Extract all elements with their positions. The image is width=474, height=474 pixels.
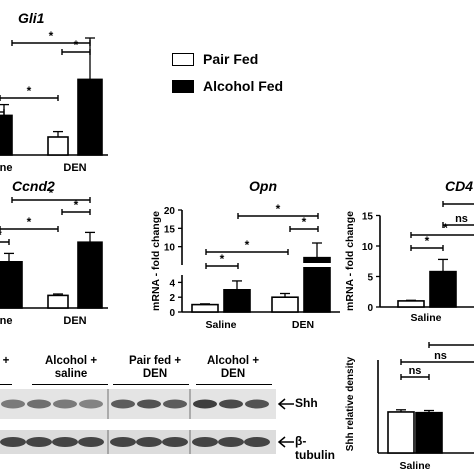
ccnd2-sig-bracket-label: *	[0, 228, 2, 242]
legend-label-pair-fed: Pair Fed	[203, 51, 259, 67]
tubulin-band	[52, 437, 78, 447]
cd-sig-bracket-label: ns	[455, 213, 468, 225]
wb-lane-label-3: Pair fed + DEN	[128, 355, 182, 380]
opn-sig-bracket-label: *	[245, 238, 250, 252]
shh-sig-bracket-label: ns	[409, 365, 422, 377]
legend-swatch-pair-fed	[172, 53, 194, 66]
shh-band	[163, 399, 187, 409]
opn-title: Opn	[249, 178, 277, 194]
opn-tick-label-saline: Saline	[206, 319, 237, 331]
tubulin-band	[162, 437, 188, 447]
tubulin-band-label: β-tubulin	[295, 434, 335, 462]
ccnd2-chart: line DEN * * * *	[0, 190, 108, 327]
wb-lane-underline	[0, 384, 12, 385]
shh-arrow-icon	[277, 398, 294, 410]
shh-bar-alcohol	[415, 411, 443, 454]
cd-y-tick-label: 10	[362, 242, 374, 253]
opn-y-tick-label: 2	[169, 293, 175, 304]
wb-lane-label-2: Alcohol + saline	[44, 355, 98, 380]
legend-swatch-alcohol-fed	[172, 80, 194, 93]
ccnd2-sig-bracket-label: *	[49, 190, 54, 200]
gli1-sig-bracket-label: *	[27, 84, 32, 98]
shh-band	[53, 399, 77, 409]
tubulin-band	[192, 437, 218, 447]
tubulin-band	[136, 437, 162, 447]
ccnd2-sig-bracket-label: *	[74, 198, 79, 212]
tubulin-band	[78, 437, 104, 447]
tubulin-band	[110, 437, 136, 447]
shh-band	[245, 399, 269, 409]
tubulin-band	[244, 437, 270, 447]
cd-y-tick-label: 5	[367, 273, 373, 284]
opn-sig-bracket-label: *	[302, 215, 307, 229]
shh-band	[79, 399, 103, 409]
shh-band	[219, 399, 243, 409]
gli1-sig-bracket-label: *	[74, 38, 79, 52]
cd-y-tick-label: 15	[362, 212, 374, 223]
gli1-bar-saline-alcohol	[0, 114, 13, 156]
shh-bar-pairfed	[387, 411, 415, 454]
tubulin-band	[218, 437, 244, 447]
tubulin-band	[26, 437, 52, 447]
opn-y-tick-label: 10	[164, 243, 176, 254]
shh-band	[111, 399, 135, 409]
ccnd2-bar-den-alcohol	[77, 241, 103, 309]
gli1-tick-label-saline: line	[0, 162, 12, 174]
ccnd2-bar-saline-alcohol	[0, 261, 23, 309]
wb-lane-label-1: +	[2, 355, 10, 367]
shh-band	[193, 399, 217, 409]
opn-bar-alcohol	[223, 289, 251, 313]
wb-lane-underline	[32, 384, 108, 385]
shh-band-strip	[0, 389, 276, 419]
opn-y-tick-label: 4	[169, 278, 175, 289]
shh-y-axis-label: Shh relative density	[345, 356, 356, 451]
opn-axis-break	[303, 263, 331, 267]
gli1-bar-den-alcohol	[77, 78, 103, 156]
shh-band	[1, 399, 25, 409]
tubulin-band	[0, 437, 26, 447]
shh-band	[137, 399, 161, 409]
tubulin-arrow-icon	[277, 436, 294, 448]
opn-sig-bracket-label: *	[276, 202, 281, 216]
shh-tick-label-saline: Saline	[400, 460, 431, 472]
cd-bar-pairfed	[397, 300, 425, 308]
cd-chart: 0 5 10 15 mRNA - fold change Saline * * ns	[344, 201, 474, 324]
shh-band-label: Shh	[295, 396, 318, 410]
opn-y-axis-label: mRNA - fold change	[150, 211, 162, 311]
opn-y-tick-label: 20	[164, 206, 176, 217]
shh-band	[27, 399, 51, 409]
western-blot: + Alcohol + saline Pair fed + DEN Alcoho…	[0, 350, 335, 470]
cd-y-tick-label: 0	[367, 303, 373, 314]
opn-sig-bracket-label: *	[220, 252, 225, 266]
opn-y-tick-label: 15	[164, 224, 176, 235]
opn-bar-pairfed	[191, 303, 219, 313]
shh-sig-bracket-label: ns	[434, 350, 447, 362]
ccnd2-tick-label-den: DEN	[63, 315, 86, 327]
cd-sig-bracket-label: *	[443, 221, 448, 235]
legend-label-alcohol-fed: Alcohol Fed	[203, 78, 284, 94]
cd-title: CD4	[445, 178, 474, 194]
ccnd2-title: Ccnd2	[12, 178, 55, 194]
wb-lane-underline	[196, 384, 272, 385]
cd-bar-alcohol	[429, 270, 457, 308]
wb-lane-label-4: Alcohol + DEN	[206, 355, 260, 380]
gli1-tick-label-den: DEN	[63, 162, 86, 174]
cd-tick-label-saline: Saline	[411, 312, 442, 324]
cd-y-axis-label: mRNA - fold change	[344, 211, 356, 311]
gli1-title: Gli1	[18, 10, 45, 26]
gli1-sig-bracket-label: *	[49, 30, 54, 43]
tubulin-band-strip	[0, 430, 276, 454]
wb-lane-underline	[113, 384, 189, 385]
cd-sig-bracket-label: *	[425, 234, 430, 248]
ccnd2-tick-label-saline: line	[0, 315, 12, 327]
opn-y-tick-label: 0	[169, 308, 175, 319]
ccnd2-sig-bracket-label: *	[27, 215, 32, 229]
gli1-bar-den-pairfed	[47, 136, 69, 156]
opn-tick-label-den: DEN	[292, 319, 314, 331]
ccnd2-bar-den-pairfed	[47, 294, 69, 309]
opn-bar-pairfed	[271, 296, 299, 313]
